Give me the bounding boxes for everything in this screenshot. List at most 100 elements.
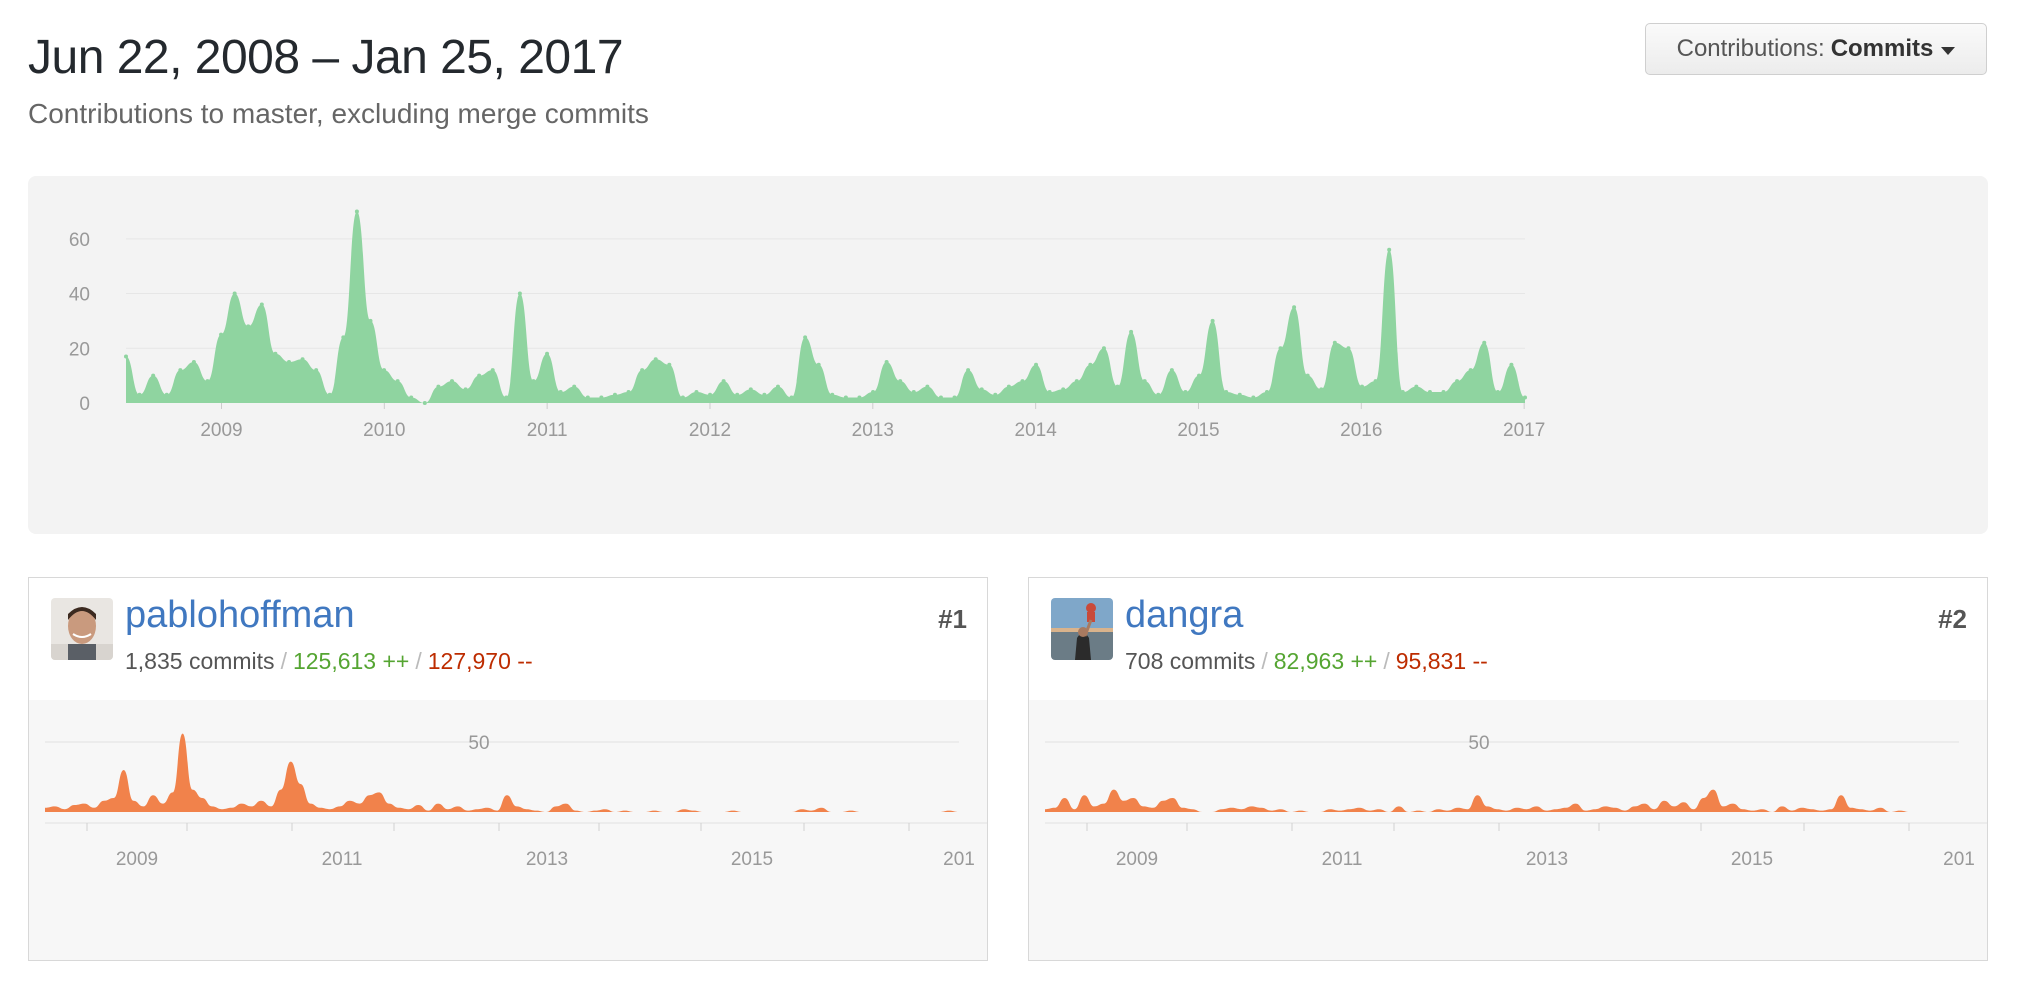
data-point	[1237, 392, 1242, 397]
data-point	[1332, 340, 1337, 345]
deletions-count: 95,831 --	[1395, 648, 1488, 674]
data-point	[205, 379, 210, 384]
main-contributions-chart: 0 20 40 60 2009 2010 2011 2012 2013 2014 2015 2016 2…	[28, 176, 1988, 534]
deletions-count: 127,970 --	[427, 648, 533, 674]
data-point	[1523, 395, 1527, 400]
data-point	[354, 209, 359, 214]
contributor-stats: 708 commits/82,963 ++/95,831 --	[1125, 648, 1488, 675]
y-tick-label: 50	[468, 733, 489, 754]
data-point	[966, 368, 971, 373]
data-point	[395, 379, 400, 384]
data-point	[748, 387, 753, 392]
contributor-name-link[interactable]: pablohoffman	[125, 594, 355, 636]
data-point	[409, 395, 414, 400]
stat-separator: /	[1261, 648, 1268, 674]
data-point	[259, 302, 264, 307]
y-tick-label: 0	[79, 394, 90, 415]
data-point	[219, 332, 224, 337]
data-point	[232, 291, 237, 296]
data-point	[1346, 346, 1351, 351]
data-point	[1292, 305, 1297, 310]
data-point	[246, 324, 251, 329]
stat-separator: /	[415, 648, 422, 674]
data-point	[191, 359, 196, 364]
caret-down-icon	[1941, 46, 1956, 55]
commits-link[interactable]: 1,835 commits	[125, 648, 275, 674]
data-point	[708, 392, 713, 397]
y-tick-label: 50	[1468, 733, 1489, 754]
contributor-chart-svg: 50 2009 2011 2013 2015 201	[1045, 733, 1987, 870]
page-title: Jun 22, 2008 – Jan 25, 2017	[28, 31, 624, 84]
data-point	[341, 335, 346, 340]
x-tick-label: 2013	[526, 849, 568, 870]
y-tick-label: 20	[69, 339, 90, 360]
data-point	[938, 395, 943, 400]
stat-separator: /	[280, 648, 287, 674]
x-tick-label: 2017	[1503, 420, 1545, 441]
x-tick-label: 2010	[363, 420, 405, 441]
contributions-value: Commits	[1830, 35, 1934, 62]
x-tick-label: 2009	[1116, 849, 1158, 870]
x-tick-label: 2015	[1177, 420, 1219, 441]
data-point	[1088, 362, 1093, 367]
data-point	[667, 362, 672, 367]
avatar[interactable]	[1051, 598, 1113, 660]
y-tick-label: 40	[69, 285, 90, 306]
contributor-rank: #2	[1938, 604, 1967, 634]
x-tick-label: 2016	[1340, 420, 1382, 441]
data-point	[843, 395, 848, 400]
data-point	[558, 390, 563, 395]
contributor-chart: 50 2009 2011 2013 2015 201	[1029, 700, 1987, 960]
data-point	[1468, 368, 1473, 373]
avatar[interactable]	[51, 598, 113, 660]
data-point	[1387, 247, 1392, 252]
data-point	[721, 379, 726, 384]
data-point	[463, 387, 468, 392]
page-subtitle: Contributions to master, excluding merge…	[28, 98, 649, 129]
x-tick-label: 2014	[1015, 420, 1058, 441]
data-point	[694, 390, 699, 395]
data-point	[545, 351, 550, 356]
data-point	[1319, 387, 1324, 392]
data-point	[735, 392, 740, 397]
data-point	[1197, 373, 1202, 378]
data-point	[789, 395, 794, 400]
data-point	[775, 384, 780, 389]
x-tick-label: 2009	[116, 849, 158, 870]
data-point	[1373, 379, 1378, 384]
data-point	[1427, 390, 1432, 395]
data-point	[1142, 379, 1147, 384]
contributor-chart-svg: 50 2009 2011 2013 2015 201	[45, 733, 987, 870]
data-point	[1305, 373, 1310, 378]
contributions-label: Contributions:	[1676, 35, 1825, 62]
main-chart-svg: 0 20 40 60 2009 2010 2011 2012 2013 2014 2015 2016 2…	[69, 209, 1545, 441]
contributor-rank: #1	[938, 604, 967, 634]
data-point	[857, 395, 862, 400]
data-point	[1360, 384, 1365, 389]
data-point	[803, 335, 808, 340]
data-point	[884, 359, 889, 364]
data-point	[1264, 390, 1269, 395]
data-point	[640, 368, 645, 373]
x-tick-label: 2013	[852, 420, 894, 441]
data-point	[1156, 392, 1161, 397]
x-tick-label: 201	[943, 849, 975, 870]
x-tick-label: 2011	[1322, 849, 1363, 870]
data-point	[368, 318, 373, 323]
x-tick-label: 2012	[689, 420, 731, 441]
data-point	[1509, 362, 1514, 367]
data-point	[531, 379, 536, 384]
data-point	[1101, 346, 1106, 351]
data-point	[504, 395, 509, 400]
data-point	[1495, 390, 1500, 395]
data-point	[1020, 379, 1025, 384]
contributions-dropdown-button[interactable]: Contributions: Commits	[1645, 23, 1987, 75]
data-point	[1400, 390, 1405, 395]
data-point	[490, 368, 495, 373]
data-point	[1169, 368, 1174, 373]
data-point	[517, 291, 522, 296]
contributor-name-link[interactable]: dangra	[1125, 594, 1244, 636]
data-point	[1006, 384, 1011, 389]
commits-link[interactable]: 708 commits	[1125, 648, 1256, 674]
data-point	[612, 392, 617, 397]
